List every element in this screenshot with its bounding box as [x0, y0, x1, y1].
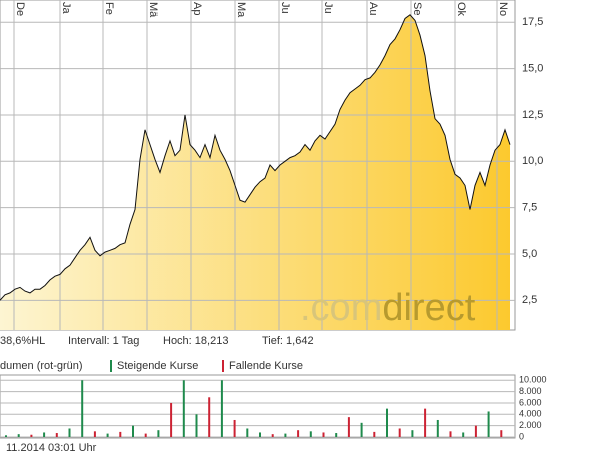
volume-bar	[386, 408, 388, 437]
volume-bar	[157, 430, 160, 437]
volume-bar	[17, 434, 20, 437]
y-tick-label: 6.000	[519, 397, 542, 407]
volume-bar	[5, 435, 7, 437]
y-tick-label: 4.000	[519, 409, 542, 419]
volume-bar	[474, 425, 477, 437]
info-text: Tief: 1,642	[262, 335, 314, 347]
volume-bar	[398, 428, 401, 437]
legend-label: Fallende Kurse	[229, 360, 303, 372]
legend-label: Steigende Kurse	[117, 360, 198, 372]
legend-title: dumen (rot-grün)	[0, 360, 83, 372]
volume-bar	[195, 414, 198, 437]
volume-bar	[132, 425, 134, 437]
x-tick-label: Fe	[103, 2, 115, 15]
y-tick-label: 8.000	[519, 386, 542, 396]
x-tick-label: Ju	[322, 2, 334, 14]
volume-bar	[170, 402, 173, 437]
volume-bar	[93, 431, 96, 437]
volume-bar	[144, 433, 147, 437]
volume-bar	[500, 430, 503, 437]
area-fill	[0, 14, 510, 331]
volume-bar	[119, 431, 122, 437]
volume-bar	[322, 432, 325, 437]
volume-bar	[297, 430, 300, 437]
y-tick-label: 12,5	[522, 109, 543, 121]
volume-bar	[360, 422, 363, 437]
volume-bar	[220, 380, 223, 437]
x-tick-label: Ap	[191, 2, 203, 15]
x-tick-label: Mä	[147, 2, 159, 18]
volume-bar	[347, 417, 350, 437]
volume-bar	[30, 434, 33, 437]
volume-bar	[436, 419, 439, 437]
y-tick-label: 2.000	[519, 420, 542, 430]
legend-swatch	[222, 360, 224, 372]
volume-bar	[246, 428, 249, 437]
volume-bar	[462, 432, 465, 437]
x-tick-label: No	[497, 2, 509, 16]
volume-bar	[106, 433, 109, 437]
watermark-part: .com	[300, 287, 382, 329]
y-tick-label: 2,5	[522, 294, 537, 306]
y-tick-label: 15,0	[522, 63, 543, 75]
x-tick-label: Ma	[235, 2, 247, 18]
x-tick-label: De	[14, 2, 26, 16]
info-text: Intervall: 1 Tag	[68, 335, 139, 347]
price-line	[0, 14, 511, 301]
volume-bar	[487, 411, 490, 437]
watermark: .comdirect	[300, 287, 476, 329]
x-tick-label: Au	[367, 2, 379, 15]
x-tick-label: Se	[411, 2, 423, 15]
volume-bar	[424, 408, 427, 437]
volume-bar	[55, 433, 58, 437]
volume-bar	[182, 380, 185, 437]
volume-bar	[259, 432, 261, 437]
watermark-part: direct	[382, 287, 475, 329]
volume-bar	[373, 431, 376, 437]
y-tick-label: 0	[519, 431, 524, 441]
y-tick-label: 10.000	[519, 375, 547, 385]
y-tick-label: 10,0	[522, 155, 543, 167]
legend-swatch	[110, 360, 112, 372]
y-tick-label: 7,5	[522, 202, 537, 214]
volume-bar	[284, 433, 287, 437]
info-text: 38,6%HL	[0, 335, 45, 347]
y-tick-label: 5,0	[522, 248, 537, 260]
volume-bar	[81, 380, 84, 437]
y-tick-label: 17,5	[522, 16, 543, 28]
volume-bar	[335, 433, 338, 437]
info-text: Hoch: 18,213	[163, 335, 228, 347]
x-tick-label: Ju	[279, 2, 291, 14]
volume-bar	[43, 432, 46, 437]
x-tick-label: Ja	[60, 2, 72, 15]
volume-frame	[0, 374, 516, 439]
x-tick-label: Ok	[455, 2, 467, 17]
volume-bar	[449, 431, 452, 437]
volume-bar	[411, 430, 414, 437]
volume-bar	[309, 431, 312, 437]
volume-bar	[68, 428, 71, 437]
footer: 11.2014 03:01 Uhr	[6, 442, 97, 453]
volume-bar	[208, 397, 211, 437]
volume-bar	[271, 434, 274, 437]
volume-bar	[233, 419, 236, 437]
